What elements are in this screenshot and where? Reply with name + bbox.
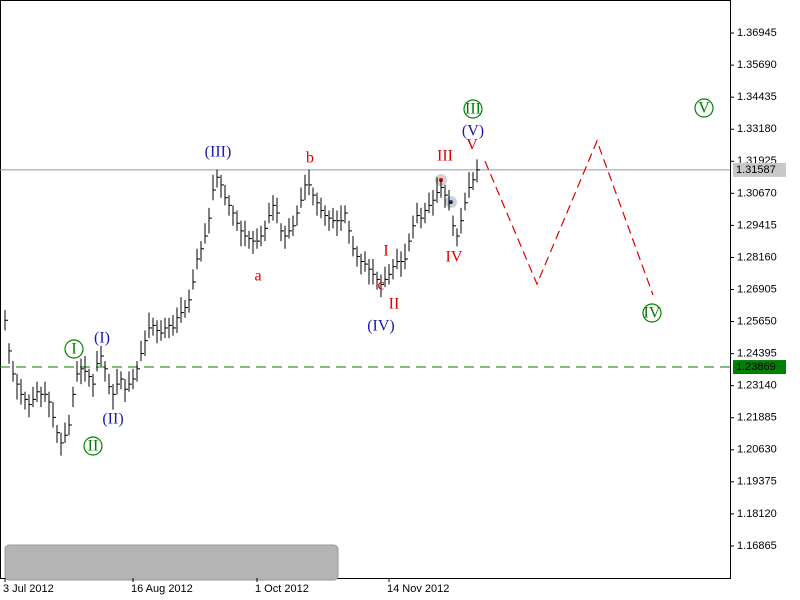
wave-label: c (377, 277, 384, 294)
wave-label: b (306, 150, 314, 167)
x-tick-label: 3 Jul 2012 (3, 583, 54, 595)
forecast-path (484, 139, 654, 296)
x-tick-label: 14 Nov 2012 (387, 583, 449, 595)
wave-circle (694, 98, 714, 118)
y-tick-label: 1.18120 (737, 508, 777, 520)
wave-label: (IV) (367, 318, 395, 335)
wave-label: V (698, 100, 710, 117)
wave-label: IV (446, 249, 463, 266)
price-level-box (733, 360, 786, 375)
price-level-label: 1.31587 (736, 164, 776, 176)
y-tick-label: 1.23140 (737, 380, 777, 392)
y-tick-label: 1.33180 (737, 123, 777, 135)
y-tick-label: 1.25650 (737, 315, 777, 327)
wave-label: (I) (94, 330, 110, 347)
wave-label: III (465, 101, 481, 118)
x-tick-label: 1 Oct 2012 (255, 583, 309, 595)
y-tick-label: 1.30670 (737, 187, 777, 199)
wave-label: II (88, 438, 99, 455)
wave-circle (463, 99, 483, 119)
y-tick-label: 1.35690 (737, 59, 777, 71)
wave-label: V (466, 137, 478, 154)
wave-label: (V) (462, 123, 484, 140)
y-tick-label: 1.29415 (737, 219, 777, 231)
wave-circle (64, 339, 84, 359)
y-tick-label: 1.24395 (737, 348, 777, 360)
wave-label: (II) (102, 411, 123, 428)
y-tick-label: 1.36945 (737, 27, 777, 39)
wave-label: II (389, 296, 400, 313)
y-tick-label: 1.28160 (737, 251, 777, 263)
overlay-panel (4, 544, 339, 581)
y-tick-label: 1.34435 (737, 91, 777, 103)
wave-circle (642, 303, 662, 323)
y-tick-label: 1.21885 (737, 412, 777, 424)
wave-label: I (383, 243, 388, 260)
wave-label: III (437, 148, 453, 165)
y-tick-label: 1.19375 (737, 476, 777, 488)
wave-label: IV (644, 305, 661, 322)
marker-dot (449, 200, 453, 204)
x-tick-label: 16 Aug 2012 (131, 583, 193, 595)
y-tick-label: 1.20630 (737, 444, 777, 456)
wave-label: a (254, 268, 261, 285)
y-tick-label: 1.16865 (737, 540, 777, 552)
price-level-box (733, 162, 786, 177)
wave-label: I (71, 341, 76, 358)
price-level-label: 1.23869 (736, 361, 776, 373)
y-tick-label: 1.26905 (737, 283, 777, 295)
wave-circle (83, 436, 103, 456)
wave-label: (III) (205, 144, 232, 161)
